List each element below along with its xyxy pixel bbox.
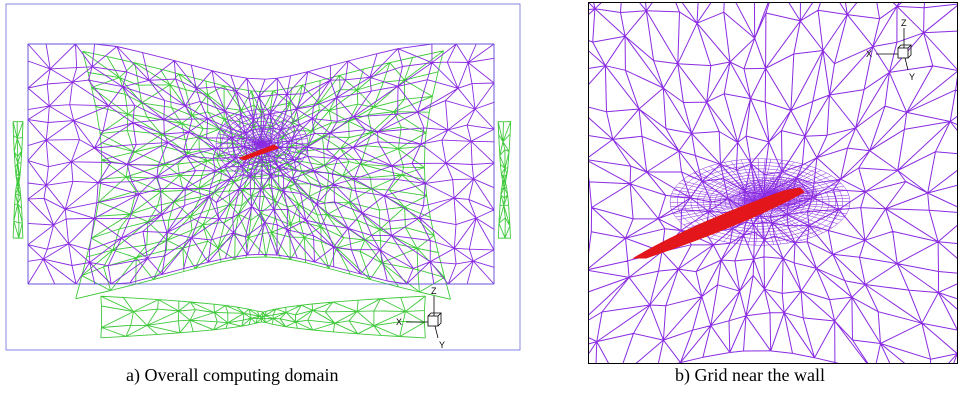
axis-label-x: X: [866, 49, 872, 59]
overall-domain-mesh-canvas: Z X Y: [5, 3, 521, 351]
axis-label-z: Z: [901, 18, 907, 28]
axis-label-x: X: [396, 317, 402, 327]
near-wall-mesh-view: Z X Y: [588, 2, 958, 364]
wing-body: [238, 144, 280, 161]
overall-domain-mesh-view: Z X Y: [4, 2, 524, 352]
axis-label-y: Y: [909, 72, 915, 82]
caption-overall-domain: a) Overall computing domain: [126, 365, 339, 385]
axis-triad-a: Z X Y: [396, 286, 445, 350]
axis-triad-b: Z X Y: [866, 18, 915, 82]
axis-label-z: Z: [431, 286, 437, 296]
wing-body: [632, 187, 805, 259]
near-wall-mesh-canvas: Z X Y: [588, 2, 958, 364]
domain-frame: [5, 3, 521, 351]
axis-label-y: Y: [439, 340, 445, 350]
caption-near-wall-grid: b) Grid near the wall: [675, 365, 825, 385]
